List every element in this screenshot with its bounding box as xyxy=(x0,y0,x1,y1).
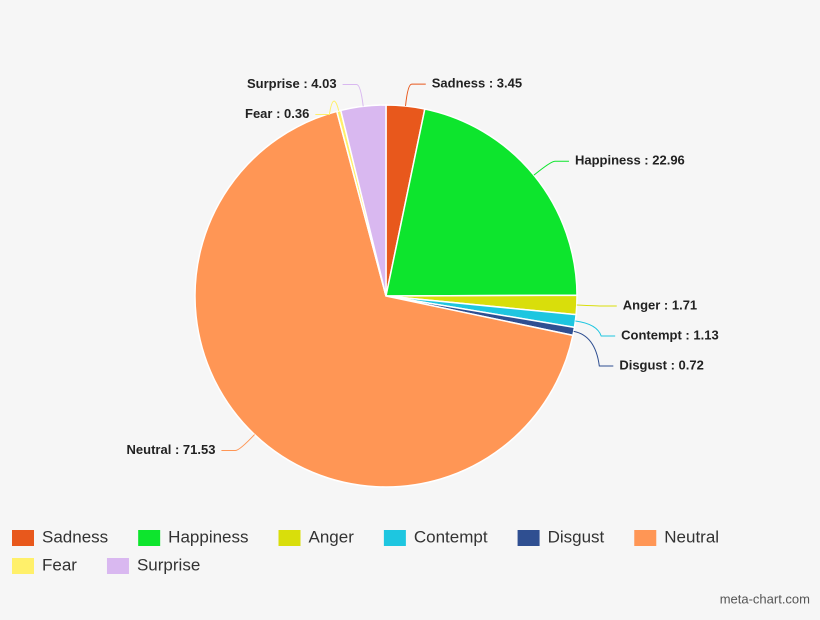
legend-swatch xyxy=(138,530,161,546)
legend-label: Sadness xyxy=(42,527,108,546)
legend-swatch xyxy=(278,530,301,546)
pie-slice xyxy=(385,108,578,297)
legend-label: Happiness xyxy=(168,527,248,546)
data-label: Anger : 1.71 xyxy=(623,297,697,312)
data-label: Disgust : 0.72 xyxy=(619,357,704,372)
legend-swatch xyxy=(12,558,34,574)
leader-line xyxy=(573,330,614,367)
leader-line xyxy=(315,100,340,116)
legend-swatch xyxy=(383,530,406,546)
data-label: Surprise : 4.03 xyxy=(247,76,337,91)
credit: meta-chart.com xyxy=(720,591,810,606)
leader-line xyxy=(342,84,364,107)
data-label: Happiness : 22.96 xyxy=(575,153,685,168)
data-label: Sadness : 3.45 xyxy=(432,76,522,91)
data-label: Fear : 0.36 xyxy=(245,106,309,121)
legend-label: Disgust xyxy=(548,527,605,546)
leader-line xyxy=(405,83,426,107)
legend-label: Surprise xyxy=(137,555,200,574)
leader-line xyxy=(221,434,255,452)
legend-swatch xyxy=(517,530,540,546)
legend-swatch xyxy=(106,558,129,574)
legend-label: Fear xyxy=(42,555,77,574)
pie-slice xyxy=(339,104,387,297)
legend-swatch xyxy=(634,530,657,546)
legend-swatch xyxy=(12,530,34,546)
leader-line xyxy=(575,320,616,337)
data-label: Contempt : 1.13 xyxy=(621,327,719,342)
legend-label: Contempt xyxy=(414,527,488,546)
legend-label: Neutral xyxy=(664,527,719,546)
leader-line xyxy=(533,160,569,176)
leader-line xyxy=(576,304,617,307)
legend-label: Anger xyxy=(309,527,355,546)
pie-slice xyxy=(194,110,574,488)
data-label: Neutral : 71.53 xyxy=(127,442,216,457)
